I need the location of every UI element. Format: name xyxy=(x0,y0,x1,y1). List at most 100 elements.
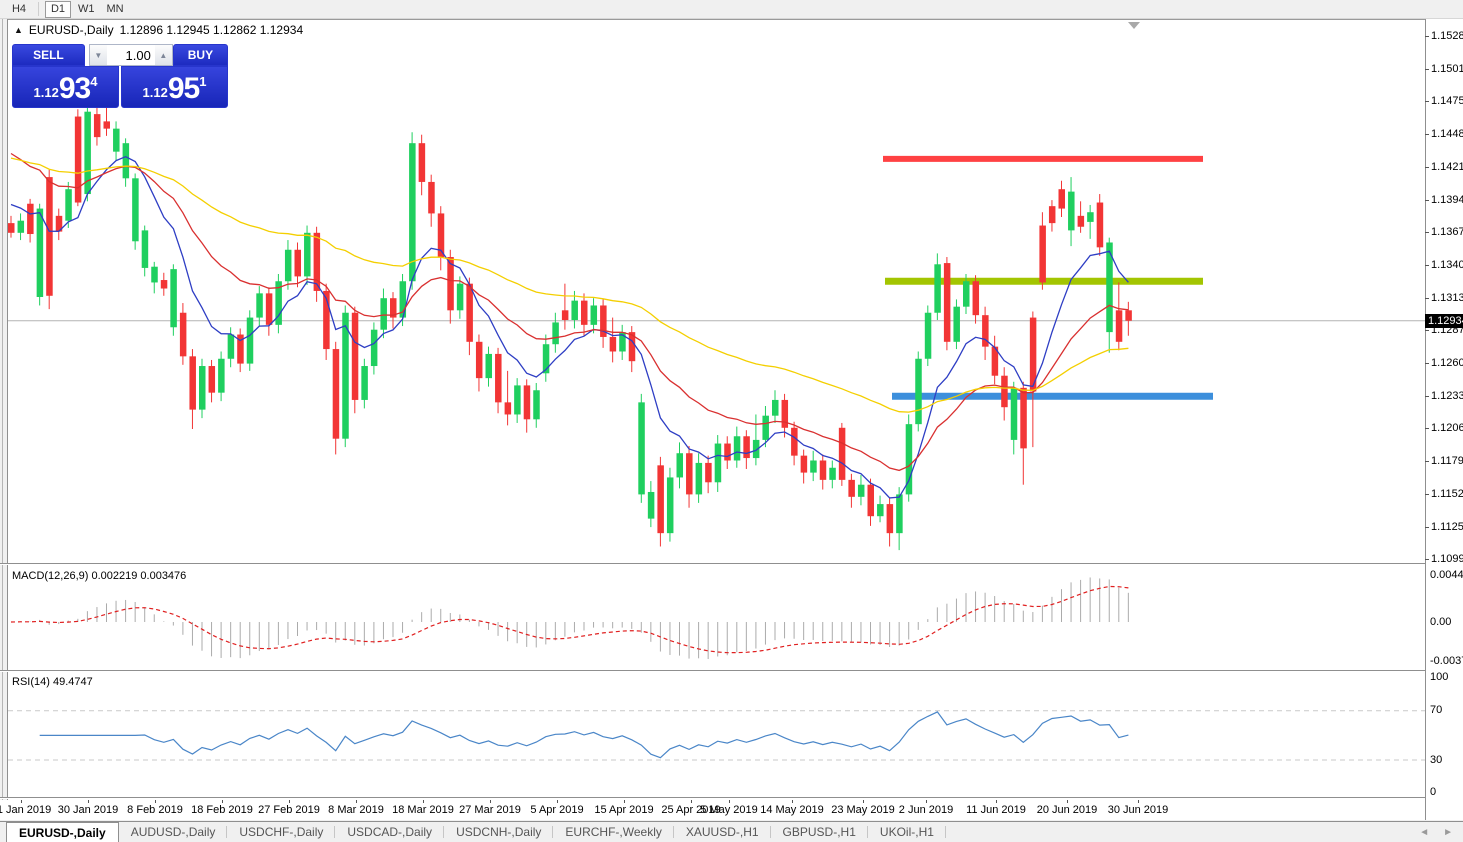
price-axis-label: 1.13675 xyxy=(1431,226,1463,239)
date-axis-label: 23 May 2019 xyxy=(831,804,895,816)
window-left-frame xyxy=(0,19,8,820)
one-click-trading-panel: SELL ▼ ▲ BUY 1.12 93 4 1.12 95 1 xyxy=(12,44,228,108)
macd-histogram xyxy=(20,577,1129,660)
date-axis-tick xyxy=(691,800,692,803)
buy-price-figure: 1.12 xyxy=(142,85,168,100)
date-axis-tick xyxy=(289,800,290,803)
date-axis-label: 8 Feb 2019 xyxy=(127,804,183,816)
price-axis-tick xyxy=(1425,526,1429,528)
chart-title: ▲ EURUSD-,Daily 1.12896 1.12945 1.12862 … xyxy=(14,23,303,37)
price-axis[interactable]: 1.15285 1.15015 1.14750 1.14480 1.14210 1.139… xyxy=(1425,19,1463,802)
date-axis-label: 5 Apr 2019 xyxy=(530,804,584,816)
volume-input[interactable] xyxy=(106,45,155,65)
price-axis-label: 1.12600 xyxy=(1431,357,1463,369)
date-axis-tick xyxy=(490,800,491,803)
ohlc-readout: 1.12896 1.12945 1.12862 1.12934 xyxy=(119,23,304,37)
chart-tab-gbpusd-h1[interactable]: GBPUSD-,H1 xyxy=(771,822,869,842)
price-axis-tick xyxy=(1425,166,1429,168)
price-axis-tick xyxy=(1425,101,1429,103)
volume-down-button[interactable]: ▼ xyxy=(89,45,107,65)
price-axis-tick xyxy=(1425,363,1429,364)
current-price-tag: 1.12934 xyxy=(1425,313,1463,328)
timeframe-button-d1[interactable]: D1 xyxy=(45,0,71,18)
candles-layer xyxy=(8,99,1132,551)
date-axis-label: 30 Jun 2019 xyxy=(1107,804,1169,816)
date-axis-tick xyxy=(557,800,558,803)
indicator-axis-label: 0.004465 xyxy=(1430,569,1463,581)
date-axis-label: 18 Feb 2019 xyxy=(191,804,253,816)
sell-price-pipette: 4 xyxy=(90,74,98,89)
timeframe-button-mn[interactable]: MN xyxy=(106,3,124,15)
chart-shift-marker-icon[interactable] xyxy=(1128,22,1140,29)
price-axis-label: 1.13945 xyxy=(1431,193,1463,206)
indicator-axis-label: 30 xyxy=(1430,754,1443,766)
date-axis-tick xyxy=(155,800,156,803)
sell-price-pips: 93 xyxy=(58,72,91,105)
price-axis-tick xyxy=(1425,232,1429,234)
price-axis-label: 1.11525 xyxy=(1431,487,1463,500)
date-axis-tick xyxy=(423,800,424,803)
price-axis-tick xyxy=(1425,330,1429,332)
chart-tab-usdcad-daily[interactable]: USDCAD-,Daily xyxy=(335,822,444,842)
date-axis[interactable]: 21 Jan 2019 30 Jan 2019 8 Feb 2019 18 Feb 2… xyxy=(0,800,1425,820)
chart-tab-eurusd-daily[interactable]: EURUSD-,Daily xyxy=(6,822,119,842)
toolbar-separator xyxy=(38,2,39,16)
price-axis-tick xyxy=(1425,264,1429,266)
price-axis-tick xyxy=(1425,428,1429,430)
chart-tab-ukoil-h1[interactable]: UKOil-,H1 xyxy=(868,822,946,842)
price-axis-tick xyxy=(1425,36,1429,37)
macd-splitter[interactable] xyxy=(0,563,1463,566)
chart-tab-audusd-daily[interactable]: AUDUSD-,Daily xyxy=(119,822,228,842)
date-axis-label: 2 Jun 2019 xyxy=(898,804,954,816)
chart-tab-usdchf-daily[interactable]: USDCHF-,Daily xyxy=(227,822,336,842)
timeframe-button-w1[interactable]: W1 xyxy=(78,3,95,15)
ma-medium-line xyxy=(10,152,1129,472)
indicator-axis-label: 0.00 xyxy=(1430,616,1452,628)
tab-scroll-right-icon[interactable]: ► xyxy=(1443,826,1453,838)
price-axis-border xyxy=(1425,19,1426,820)
price-axis-label: 1.10990 xyxy=(1431,553,1463,566)
date-axis-label: 25 Apr 2019 xyxy=(661,804,721,816)
date-axis-tick xyxy=(356,800,357,803)
date-axis-tick xyxy=(729,800,730,803)
price-axis-label: 1.14210 xyxy=(1431,160,1463,173)
volume-stepper: ▼ ▲ xyxy=(88,44,173,66)
tab-scroll-left-icon[interactable]: ◄ xyxy=(1419,826,1430,838)
chart-tab-eurchf-weekly[interactable]: EURCHF-,Weekly xyxy=(553,822,675,842)
chart-tab-bar: EURUSD-,Daily AUDUSD-,Daily USDCHF-,Daily U… xyxy=(0,821,1463,842)
price-axis-tick xyxy=(1425,461,1429,463)
buy-price-pips: 95 xyxy=(167,72,200,105)
timeframe-toolbar: H4 D1 W1 MN xyxy=(0,0,1463,19)
chart-window xyxy=(0,19,1463,820)
price-axis-tick xyxy=(1425,297,1429,299)
buy-price-box[interactable]: 1.12 95 1 xyxy=(121,66,228,108)
timeframe-button-h4[interactable]: H4 xyxy=(11,3,27,15)
sell-button[interactable]: SELL xyxy=(12,44,85,66)
price-axis-tick xyxy=(1425,395,1429,397)
ma-fast-line xyxy=(10,155,1129,499)
date-axis-label: 27 Mar 2019 xyxy=(459,804,521,816)
date-axis-tick xyxy=(1067,800,1068,803)
price-axis-tick xyxy=(1425,199,1429,201)
buy-price-pipette: 1 xyxy=(199,74,207,89)
volume-up-button[interactable]: ▲ xyxy=(154,45,172,65)
price-axis-tick xyxy=(1425,134,1429,136)
price-axis-tick xyxy=(1425,68,1429,70)
price-axis-tick xyxy=(1425,493,1429,495)
symbol-title: EURUSD-,Daily xyxy=(28,23,114,37)
rsi-splitter[interactable] xyxy=(0,670,1463,673)
date-axis-tick xyxy=(222,800,223,803)
date-axis-label: 20 Jun 2019 xyxy=(1036,804,1098,816)
indicator-axis-label: 100 xyxy=(1430,671,1449,683)
date-axis-splitter xyxy=(0,797,1463,800)
date-axis-label: 27 Feb 2019 xyxy=(258,804,320,816)
one-click-collapse-icon[interactable]: ▲ xyxy=(14,25,23,35)
date-axis-label: 21 Jan 2019 xyxy=(0,804,52,816)
buy-button[interactable]: BUY xyxy=(172,44,228,66)
rsi-label: RSI(14) 49.4747 xyxy=(12,676,93,688)
chart-tab-xauusd-h1[interactable]: XAUUSD-,H1 xyxy=(674,822,771,842)
chart-tab-usdcnh-daily[interactable]: USDCNH-,Daily xyxy=(444,822,554,842)
price-axis-label: 1.15015 xyxy=(1431,62,1463,75)
sell-price-box[interactable]: 1.12 93 4 xyxy=(12,66,119,108)
